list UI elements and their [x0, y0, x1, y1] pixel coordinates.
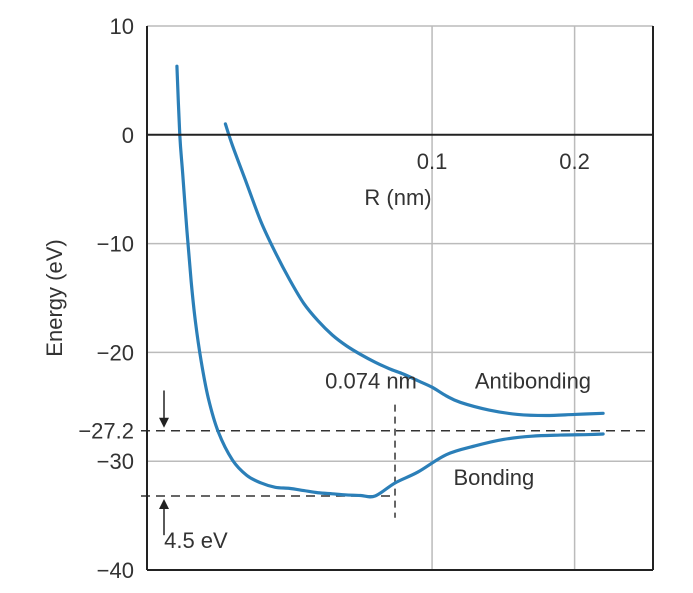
- annotations: Antibonding Bonding 0.074 nm 4.5 eV: [164, 368, 591, 553]
- y-tick-label: −20: [97, 340, 134, 365]
- y-tick-label: −40: [97, 558, 134, 583]
- y-tick-label: 0: [122, 123, 134, 148]
- y-tick-label: −30: [97, 449, 134, 474]
- x-tick-label: 0.1: [417, 149, 448, 174]
- x-axis-label: R (nm): [364, 185, 431, 210]
- arrows: [159, 390, 169, 536]
- arrow-up-head-icon: [159, 499, 169, 510]
- y-tick-label: −27.2: [78, 419, 134, 444]
- annotation-label: 4.5 eV: [164, 528, 228, 553]
- series-bonding-line: [175, 64, 605, 499]
- annotation-label: Antibonding: [475, 368, 591, 393]
- y-axis-label: Energy (eV): [42, 239, 67, 356]
- series-antibonding-line: [223, 122, 605, 418]
- tick-labels: 10 0 −10 −20 −27.2 −30 −40 0.1 0.2: [78, 14, 590, 583]
- annotation-label: Bonding: [453, 465, 534, 490]
- annotation-label: 0.074 nm: [325, 368, 417, 393]
- series-layer: [175, 64, 605, 499]
- plot-frame: [146, 26, 654, 571]
- y-tick-label: 10: [110, 14, 134, 39]
- grid: [147, 25, 653, 570]
- arrow-down-head-icon: [159, 417, 169, 428]
- y-tick-label: −10: [97, 232, 134, 257]
- x-tick-label: 0.2: [559, 149, 590, 174]
